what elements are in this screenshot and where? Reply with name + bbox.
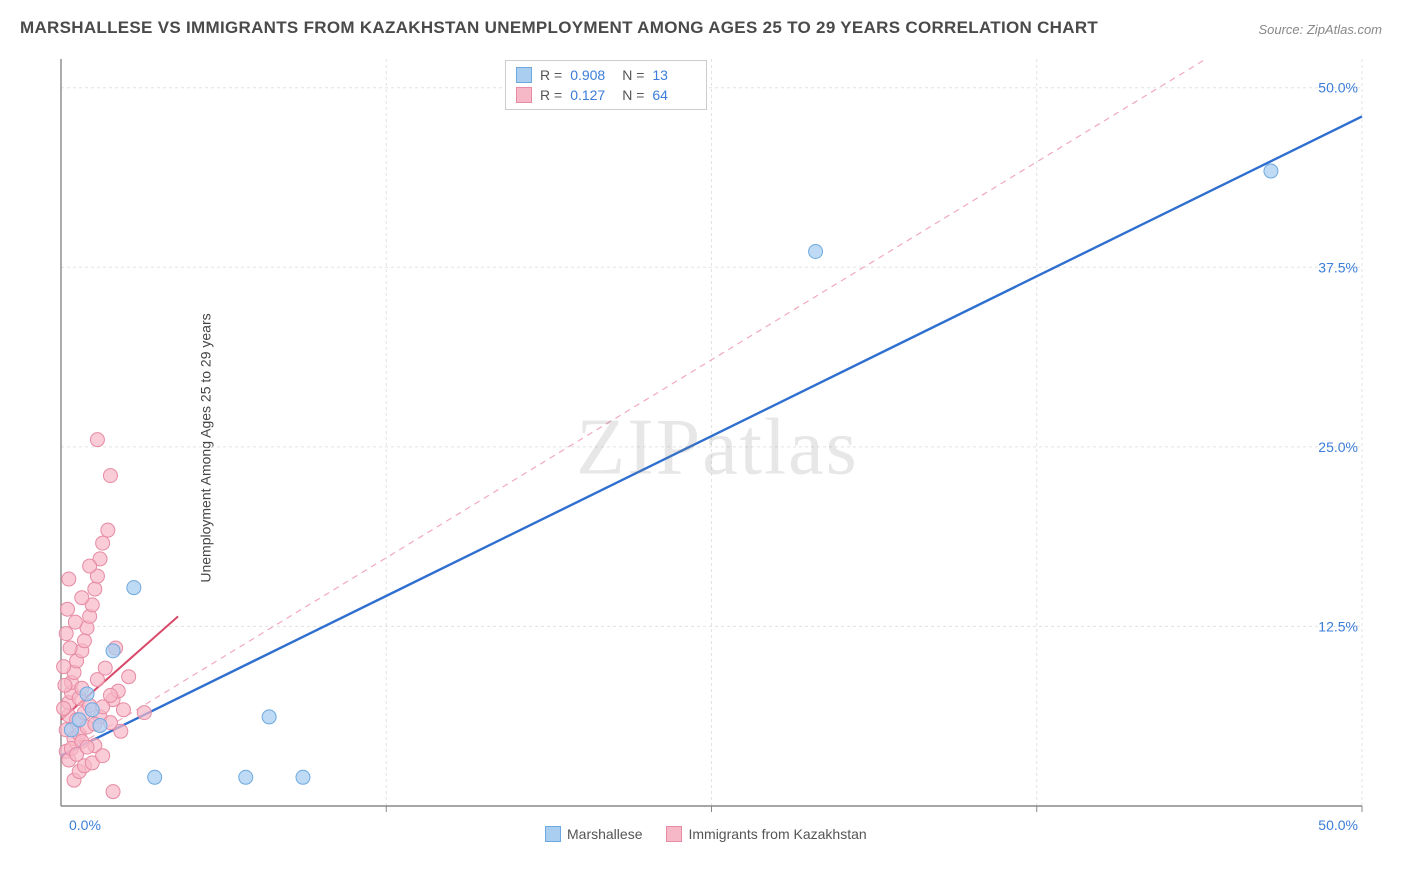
svg-text:37.5%: 37.5%: [1318, 259, 1358, 275]
stats-row-series-b: R = 0.127 N = 64: [516, 85, 696, 105]
stat-n-value-a: 13: [652, 67, 696, 83]
stats-legend: R = 0.908 N = 13 R = 0.127 N = 64: [505, 60, 707, 110]
stat-r-label: R =: [540, 67, 562, 83]
stat-n-value-b: 64: [652, 87, 696, 103]
series-legend: Marshallese Immigrants from Kazakhstan: [545, 826, 867, 842]
chart-title: MARSHALLESE VS IMMIGRANTS FROM KAZAKHSTA…: [20, 18, 1098, 38]
svg-text:12.5%: 12.5%: [1318, 618, 1358, 634]
swatch-series-b-icon: [666, 826, 682, 842]
swatch-series-a: [516, 67, 532, 83]
swatch-series-b: [516, 87, 532, 103]
legend-label-a: Marshallese: [567, 826, 642, 842]
svg-text:0.0%: 0.0%: [69, 817, 101, 833]
scatter-chart-svg: 12.5% 25.0% 37.5% 50.0% 0.0% 50.0%: [55, 55, 1380, 840]
stat-r-label: R =: [540, 87, 562, 103]
svg-text:50.0%: 50.0%: [1318, 80, 1358, 96]
chart-area: Unemployment Among Ages 25 to 29 years R…: [55, 55, 1380, 840]
svg-text:25.0%: 25.0%: [1318, 439, 1358, 455]
stat-r-value-b: 0.127: [570, 87, 614, 103]
svg-text:50.0%: 50.0%: [1318, 817, 1358, 833]
legend-item-b: Immigrants from Kazakhstan: [666, 826, 866, 842]
source-attribution: Source: ZipAtlas.com: [1258, 22, 1382, 37]
stats-row-series-a: R = 0.908 N = 13: [516, 65, 696, 85]
legend-label-b: Immigrants from Kazakhstan: [688, 826, 866, 842]
stat-n-label: N =: [622, 87, 644, 103]
swatch-series-a-icon: [545, 826, 561, 842]
legend-item-a: Marshallese: [545, 826, 642, 842]
stat-r-value-a: 0.908: [570, 67, 614, 83]
stat-n-label: N =: [622, 67, 644, 83]
